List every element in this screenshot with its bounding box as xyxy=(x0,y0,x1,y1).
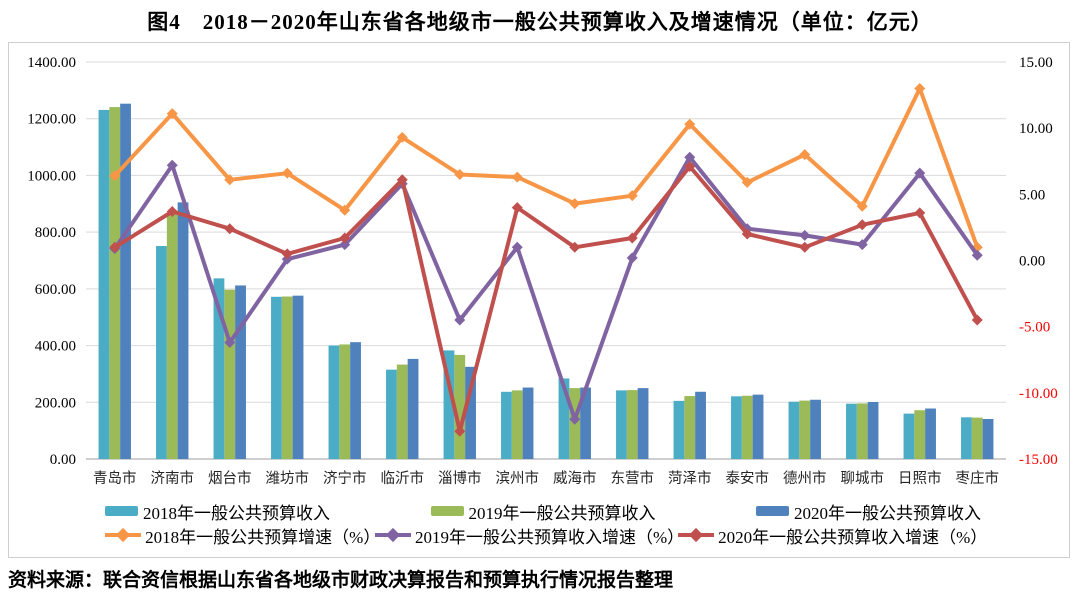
svg-text:0.00: 0.00 xyxy=(50,452,76,468)
line-series-2020 xyxy=(109,161,983,437)
svg-text:-5.00: -5.00 xyxy=(1019,320,1050,336)
svg-text:枣庄市: 枣庄市 xyxy=(956,469,1000,487)
chart-plot: 1400.00 1200.00 1000.00 800.00 600.00 400.00 2… xyxy=(27,55,1058,487)
legend-item-revenue-2020: 2020年一般公共预算收入 xyxy=(756,499,981,524)
svg-text:5.00: 5.00 xyxy=(1019,187,1045,203)
chart-title: 图4 2018－2020年山东省各地级市一般公共预算收入及增速情况（单位：亿元） xyxy=(147,10,933,34)
chart-area: 1400.00 1200.00 1000.00 800.00 600.00 400.00 2… xyxy=(8,42,1070,558)
legend-label-revenue-2019: 2019年一般公共预算收入 xyxy=(468,503,656,523)
svg-text:青岛市: 青岛市 xyxy=(93,470,137,487)
svg-text:泰安市: 泰安市 xyxy=(726,470,770,487)
svg-text:威海市: 威海市 xyxy=(553,470,597,487)
y-axis-left-labels: 1400.00 1200.00 1000.00 800.00 600.00 400.00 2… xyxy=(27,55,76,468)
svg-text:200.00: 200.00 xyxy=(35,395,76,411)
svg-text:1400.00: 1400.00 xyxy=(27,55,76,71)
legend-label-growth-2020: 2020年一般公共预算收入增速（%） xyxy=(718,527,988,547)
svg-text:0.00: 0.00 xyxy=(1019,254,1045,270)
svg-text:菏泽市: 菏泽市 xyxy=(668,470,712,487)
line-series-2018 xyxy=(109,82,983,253)
legend-item-revenue-2018: 2018年一般公共预算收入 xyxy=(105,499,330,524)
svg-text:1200.00: 1200.00 xyxy=(27,112,76,128)
legend-swatch-bar-2018-icon xyxy=(105,506,138,516)
chart-legend: 2018年一般公共预算收入 2019年一般公共预算收入 2020年一般公共预算收… xyxy=(105,499,988,548)
legend-item-growth-2020: 2020年一般公共预算收入增速（%） xyxy=(677,523,988,548)
bar-series-2018 xyxy=(98,109,972,459)
svg-text:400.00: 400.00 xyxy=(35,339,76,355)
legend-label-revenue-2018: 2018年一般公共预算收入 xyxy=(143,503,330,523)
legend-row-lines: 2018年一般公共预算增速（%） 2019年一般公共预算收入增速（%） 2020… xyxy=(105,523,988,548)
bar-series-2020 xyxy=(120,103,994,459)
legend-swatch-line-2019-icon xyxy=(374,527,411,543)
source-note: 资料来源：联合资信根据山东省各地级市财政决算报告和预算执行情况报告整理 xyxy=(8,570,674,591)
svg-text:济宁市: 济宁市 xyxy=(323,470,367,487)
svg-text:聊城市: 聊城市 xyxy=(841,470,885,487)
svg-text:800.00: 800.00 xyxy=(35,225,76,241)
svg-text:日照市: 日照市 xyxy=(898,470,942,487)
legend-swatch-line-2018-icon xyxy=(105,527,141,543)
svg-text:-15.00: -15.00 xyxy=(1019,452,1058,468)
legend-item-growth-2018: 2018年一般公共预算增速（%） xyxy=(105,523,381,548)
legend-label-revenue-2020: 2020年一般公共预算收入 xyxy=(794,503,981,523)
legend-row-bars: 2018年一般公共预算收入 2019年一般公共预算收入 2020年一般公共预算收… xyxy=(105,499,981,523)
legend-swatch-bar-2019-icon xyxy=(430,506,464,516)
legend-item-revenue-2019: 2019年一般公共预算收入 xyxy=(430,499,656,524)
legend-item-growth-2019: 2019年一般公共预算收入增速（%） xyxy=(374,523,685,548)
svg-text:15.00: 15.00 xyxy=(1019,55,1053,71)
svg-text:600.00: 600.00 xyxy=(35,282,76,298)
svg-text:-10.00: -10.00 xyxy=(1019,386,1058,402)
svg-text:临沂市: 临沂市 xyxy=(381,470,425,487)
svg-text:济南市: 济南市 xyxy=(151,470,195,487)
legend-label-growth-2018: 2018年一般公共预算增速（%） xyxy=(145,527,381,547)
y-axis-right-labels: 15.00 10.00 5.00 0.00 -5.00 -10.00 -15.00 xyxy=(1019,55,1058,468)
svg-text:烟台市: 烟台市 xyxy=(208,470,252,487)
legend-label-growth-2019: 2019年一般公共预算收入增速（%） xyxy=(415,527,685,547)
x-axis-labels: 青岛市 济南市 烟台市 潍坊市 济宁市 临沂市 淄博市 滨州市 威海市 东营市 菏泽市 泰安市 德州市聊… xyxy=(93,469,999,487)
svg-text:德州市: 德州市 xyxy=(783,470,827,487)
svg-text:滨州市: 滨州市 xyxy=(496,470,540,487)
legend-swatch-bar-2020-icon xyxy=(756,506,789,516)
svg-text:东营市: 东营市 xyxy=(611,470,655,487)
svg-text:1000.00: 1000.00 xyxy=(27,168,76,184)
legend-swatch-line-2020-icon xyxy=(677,527,714,543)
svg-text:淄博市: 淄博市 xyxy=(438,470,482,487)
svg-text:10.00: 10.00 xyxy=(1019,121,1053,137)
svg-text:潍坊市: 潍坊市 xyxy=(266,470,310,487)
